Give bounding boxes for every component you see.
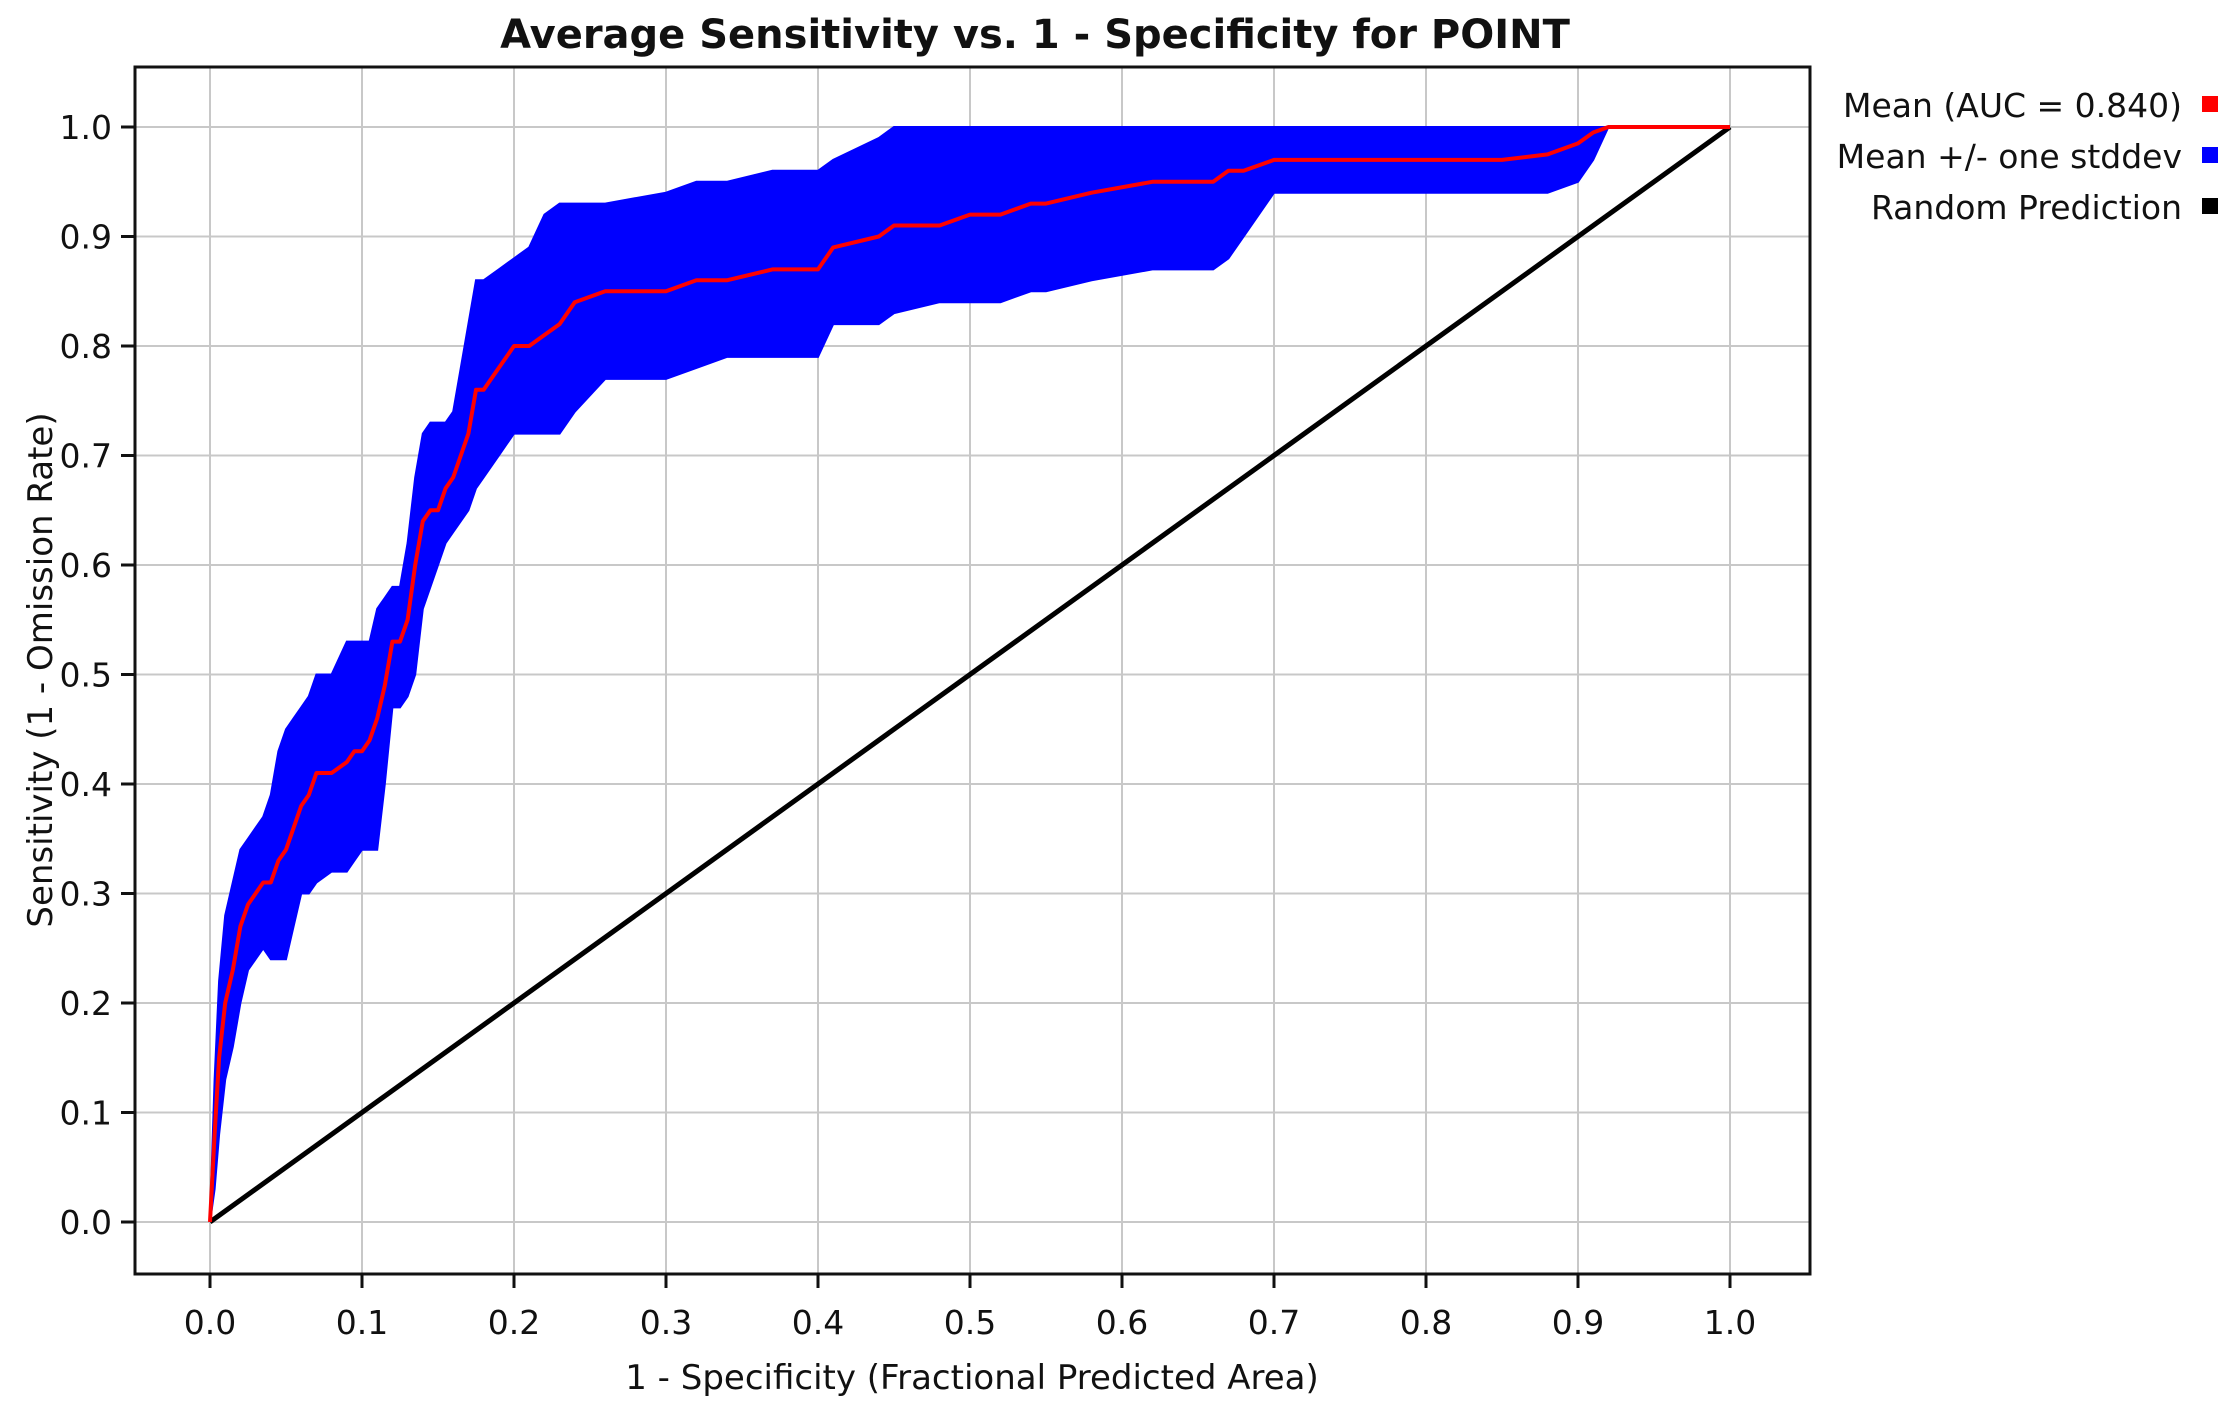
legend-swatch (2202, 147, 2218, 163)
series-line-layer (208, 124, 1732, 1225)
y-tick-label: 0.4 (60, 765, 112, 804)
y-tick-label: 1.0 (60, 108, 112, 147)
x-axis-label: 1 - Specificity (Fractional Predicted Ar… (625, 1358, 1319, 1398)
legend: Mean (AUC = 0.840) Mean +/- one stddev Ran… (1837, 86, 2218, 227)
x-tick-label: 0.7 (1248, 1303, 1300, 1342)
y-tick-label: 0.2 (60, 984, 112, 1023)
mean-line (208, 125, 1730, 1223)
x-tick-label: 0.6 (1096, 1303, 1148, 1342)
chart-title: Average Sensitivity vs. 1 - Specificity … (500, 12, 1571, 58)
y-tick-label: 0.0 (60, 1203, 112, 1242)
y-tick-label: 0.8 (60, 327, 112, 366)
legend-swatch (2202, 96, 2218, 112)
x-tick-label: 0.0 (184, 1303, 236, 1342)
x-tick-label: 0.4 (792, 1303, 844, 1342)
stddev-band (209, 126, 1730, 1223)
y-tick-label: 0.3 (60, 875, 112, 914)
y-tick-label: 0.6 (60, 546, 112, 585)
plot-frame (133, 65, 1812, 1276)
y-tick-label: 0.5 (60, 656, 112, 695)
x-tick-label: 0.5 (944, 1303, 996, 1342)
y-tick-label: 0.1 (60, 1094, 112, 1133)
y-axis-ticks: 0.0 0.1 0.2 0.3 0.4 0.5 0.6 0.7 0.8 0.9 1.0 (60, 108, 135, 1242)
y-axis-label: Sensitivity (1 - Omission Rate) (21, 412, 61, 927)
x-tick-label: 0.1 (336, 1303, 388, 1342)
legend-label: Random Prediction (1871, 188, 2182, 227)
stddev-band-layer (209, 126, 1730, 1223)
x-tick-label: 0.8 (1400, 1303, 1452, 1342)
x-tick-label: 0.9 (1552, 1303, 1604, 1342)
legend-label: Mean +/- one stddev (1837, 137, 2182, 176)
x-tick-label: 0.2 (488, 1303, 540, 1342)
x-axis-ticks: 0.0 0.1 0.2 0.3 0.4 0.5 0.6 0.7 0.8 0.9 1.0 (184, 1274, 1756, 1342)
x-tick-label: 0.3 (640, 1303, 692, 1342)
y-tick-label: 0.9 (60, 218, 112, 257)
legend-label: Mean (AUC = 0.840) (1843, 86, 2182, 125)
random-prediction-line (208, 124, 1732, 1225)
x-tick-label: 1.0 (1704, 1303, 1756, 1342)
legend-swatch (2202, 198, 2218, 214)
y-tick-label: 0.7 (60, 437, 112, 476)
